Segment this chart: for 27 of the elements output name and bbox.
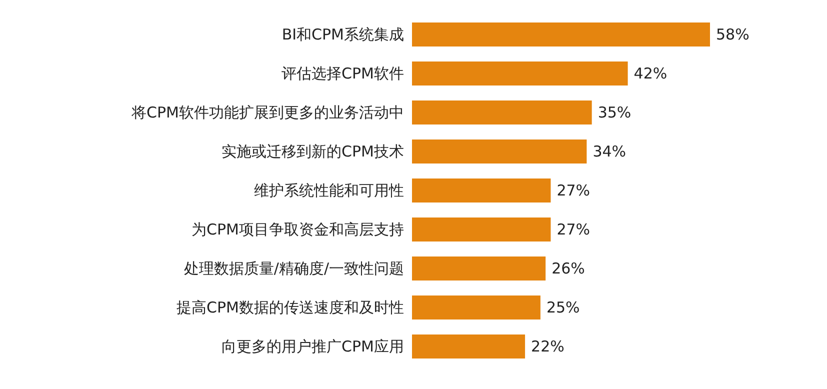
y-tick-label: 维护系统性能和可用性: [254, 182, 404, 200]
data-label: 58%: [716, 26, 750, 44]
bar: [412, 178, 551, 202]
bar: [412, 140, 587, 164]
y-tick-label: 实施或迁移到新的CPM技术: [222, 142, 404, 160]
bar: [412, 218, 551, 242]
data-label: 27%: [556, 182, 590, 200]
y-tick-label: 为CPM项目争取资金和高层支持: [192, 220, 404, 238]
data-label: 34%: [592, 142, 626, 160]
y-tick-label: 处理数据质量/精确度/一致性问题: [184, 260, 404, 278]
data-label: 42%: [634, 64, 668, 82]
y-tick-label: 将CPM软件功能扩展到更多的业务活动中: [130, 104, 404, 122]
data-label: 25%: [546, 298, 580, 316]
y-tick-label: 提高CPM数据的传送速度和及时性: [176, 298, 404, 316]
bar: [412, 256, 546, 280]
bar: [412, 22, 710, 46]
y-tick-label: 向更多的用户推广CPM应用: [222, 338, 404, 356]
data-label: 27%: [556, 220, 590, 238]
bar: [412, 100, 592, 124]
bar: [412, 296, 540, 320]
bar: [412, 334, 526, 358]
data-label: 26%: [552, 260, 585, 278]
data-label: 35%: [598, 104, 632, 122]
data-label: 22%: [531, 338, 564, 356]
y-tick-label: BI和CPM系统集成: [282, 26, 404, 44]
y-tick-label: 评估选择CPM软件: [282, 64, 404, 82]
bar: [412, 62, 628, 86]
